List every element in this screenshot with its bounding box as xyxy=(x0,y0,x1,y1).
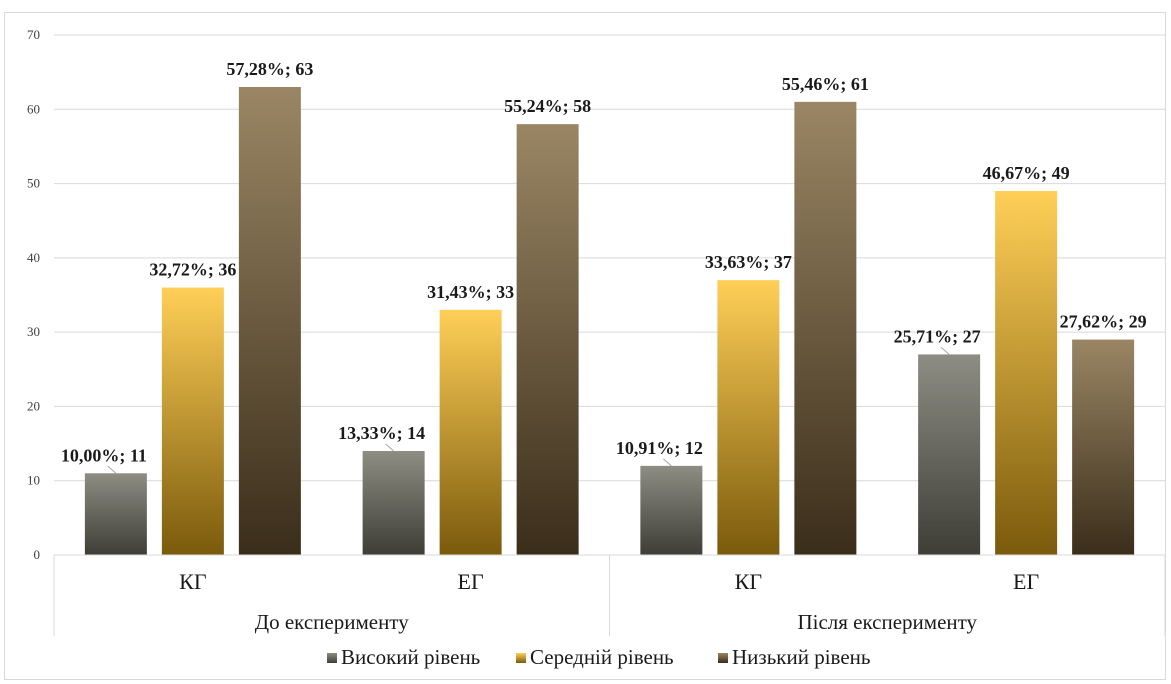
leader-line xyxy=(940,347,950,355)
legend-label: Низький рівень xyxy=(732,645,870,669)
legend-swatch xyxy=(516,653,526,663)
bar xyxy=(794,101,857,555)
legend-swatch xyxy=(718,653,728,663)
y-tick-label: 60 xyxy=(27,101,40,116)
y-tick-label: 50 xyxy=(27,176,40,191)
bar xyxy=(717,280,780,555)
bar xyxy=(995,191,1058,555)
x-category-label: КГ xyxy=(735,569,763,594)
y-tick-label: 30 xyxy=(27,324,40,339)
x-category-label: ЕГ xyxy=(458,569,484,594)
x-axis: КГ ЕГ КГ ЕГ До експерименту Після експеримент… xyxy=(53,554,1166,636)
legend-label: Середній рівень xyxy=(530,645,674,669)
data-labels: 10,00%; 11 13,33%; 14 10,91%; 12 25,71%; 27… xyxy=(61,59,1147,474)
data-label: 55,24%; 58 xyxy=(504,96,591,116)
leader-line xyxy=(107,465,117,474)
data-label: 57,28%; 63 xyxy=(226,59,313,79)
bar xyxy=(918,354,981,555)
y-tick-label: 10 xyxy=(27,473,40,488)
x-group-label: Після експерименту xyxy=(797,610,977,634)
x-category-label: ЕГ xyxy=(1013,569,1039,594)
legend: Високий рівень Середній рівень Низький рів… xyxy=(327,645,870,669)
legend-label: Високий рівень xyxy=(341,645,480,669)
bar xyxy=(516,124,579,556)
bar xyxy=(1072,339,1135,555)
x-group-label: До експерименту xyxy=(255,610,409,634)
data-label: 55,46%; 61 xyxy=(782,74,869,94)
bars xyxy=(84,87,1135,556)
y-tick-label: 40 xyxy=(27,250,40,265)
data-label: 25,71%; 27 xyxy=(894,326,981,346)
x-category-label: КГ xyxy=(179,569,207,594)
data-label: 10,00%; 11 xyxy=(61,445,147,465)
data-label: 10,91%; 12 xyxy=(616,438,703,458)
data-label: 32,72%; 36 xyxy=(149,260,236,280)
leader-line xyxy=(663,458,672,467)
y-axis: 0 10 20 30 40 50 60 70 xyxy=(27,27,40,562)
bar xyxy=(439,309,502,555)
data-label: 27,62%; 29 xyxy=(1060,312,1147,332)
bar xyxy=(84,473,147,555)
leader-line xyxy=(385,443,394,452)
data-label: 46,67%; 49 xyxy=(983,163,1070,183)
legend-swatch xyxy=(327,653,337,663)
bar xyxy=(161,287,224,555)
y-tick-label: 0 xyxy=(34,547,41,562)
data-label: 31,43%; 33 xyxy=(427,282,514,302)
data-label: 33,63%; 37 xyxy=(705,252,792,272)
bar xyxy=(362,451,425,555)
chart-frame xyxy=(4,12,1166,680)
y-tick-label: 70 xyxy=(27,27,40,42)
bar xyxy=(238,87,301,555)
bar xyxy=(640,465,703,555)
y-tick-label: 20 xyxy=(27,398,40,413)
data-label: 13,33%; 14 xyxy=(338,423,425,443)
